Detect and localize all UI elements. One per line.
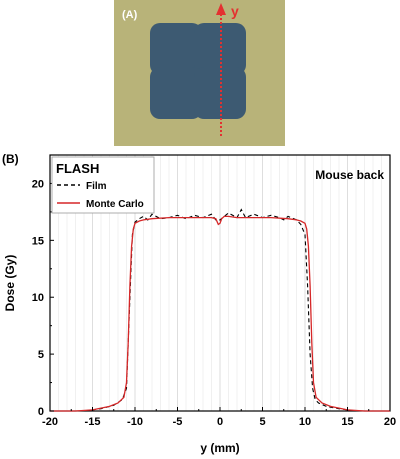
legend-title: FLASH — [56, 161, 99, 176]
x-tick-label: -10 — [127, 416, 143, 428]
x-tick-label: -20 — [42, 416, 58, 428]
x-tick-label: 5 — [259, 416, 265, 428]
annotation-mouse-back: Mouse back — [315, 168, 384, 182]
x-tick-label: 10 — [299, 416, 311, 428]
legend-label-monte-carlo: Monte Carlo — [86, 199, 144, 210]
y-tick-label: 0 — [38, 406, 44, 418]
x-tick-label: -15 — [85, 416, 101, 428]
field-square-2 — [194, 23, 246, 75]
panel-b-label: (B) — [2, 152, 19, 166]
field-square-3 — [150, 67, 202, 119]
legend: FLASH Film Monte Carlo — [51, 156, 155, 214]
x-tick-label: 0 — [217, 416, 223, 428]
y-axis-label: Dose (Gy) — [3, 255, 17, 312]
y-axis-arrow-head — [216, 3, 226, 15]
y-tick-label: 10 — [32, 292, 44, 304]
y-tick-label: 20 — [32, 178, 44, 190]
field-square-1 — [150, 23, 202, 75]
x-tick-label: 15 — [341, 416, 353, 428]
field-square-4 — [194, 67, 246, 119]
irradiation-field — [150, 23, 246, 119]
y-tick-label: 5 — [38, 349, 44, 361]
film-image-panel: y (A) — [114, 0, 285, 146]
panel-a-label: (A) — [122, 9, 138, 21]
legend-label-film: Film — [86, 181, 107, 192]
x-tick-label: 20 — [384, 416, 396, 428]
dose-profile-chart: (B) -20 -15 -10 -5 0 5 10 15 20 0 5 10 15 20 y (mm) D… — [2, 152, 396, 455]
series-line-monte-carlo — [50, 215, 390, 412]
y-tick-label: 15 — [32, 235, 44, 247]
x-tick-label: -5 — [173, 416, 183, 428]
y-axis-arrow-label: y — [231, 3, 239, 19]
x-axis-label: y (mm) — [200, 441, 239, 455]
